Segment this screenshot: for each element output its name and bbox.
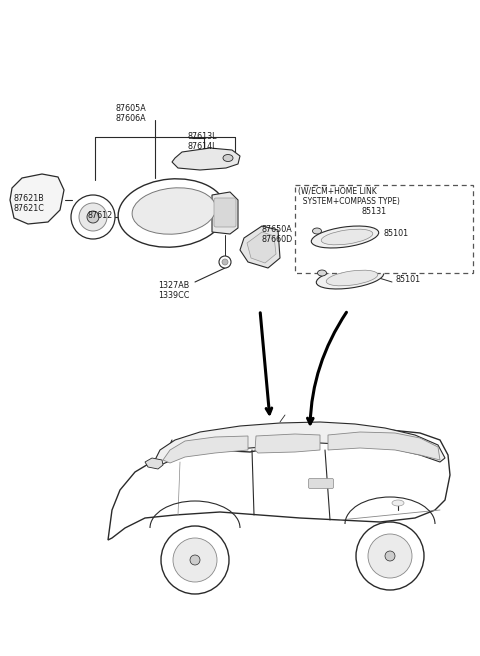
Text: 87612: 87612 — [88, 211, 113, 220]
Ellipse shape — [321, 229, 373, 245]
Polygon shape — [172, 148, 240, 170]
Ellipse shape — [312, 226, 379, 248]
Text: 85131: 85131 — [362, 207, 387, 216]
Ellipse shape — [132, 188, 216, 234]
Circle shape — [79, 203, 107, 231]
Ellipse shape — [392, 500, 404, 506]
Text: 87621B
87621C: 87621B 87621C — [14, 194, 45, 213]
Polygon shape — [240, 226, 280, 268]
Circle shape — [385, 551, 395, 561]
Polygon shape — [145, 458, 163, 469]
Circle shape — [173, 538, 217, 582]
Ellipse shape — [317, 270, 326, 276]
Text: 85101: 85101 — [395, 274, 420, 283]
Circle shape — [87, 211, 99, 223]
Polygon shape — [163, 436, 248, 463]
Circle shape — [368, 534, 412, 578]
Polygon shape — [212, 192, 238, 234]
FancyBboxPatch shape — [309, 478, 334, 489]
Text: 87613L
87614L: 87613L 87614L — [188, 132, 217, 152]
Circle shape — [71, 195, 115, 239]
Text: 85101: 85101 — [383, 230, 408, 239]
Text: 1327AB
1339CC: 1327AB 1339CC — [158, 281, 190, 300]
Ellipse shape — [316, 267, 384, 289]
Text: 87605A
87606A: 87605A 87606A — [115, 104, 146, 123]
Circle shape — [356, 522, 424, 590]
Polygon shape — [155, 422, 445, 468]
Bar — [295, 185, 473, 273]
Text: (W/ECM+HOME LINK
  SYSTEM+COMPASS TYPE): (W/ECM+HOME LINK SYSTEM+COMPASS TYPE) — [298, 187, 400, 207]
Circle shape — [219, 256, 231, 268]
FancyBboxPatch shape — [214, 198, 236, 227]
Ellipse shape — [326, 270, 378, 286]
Polygon shape — [328, 432, 440, 460]
Polygon shape — [255, 434, 320, 453]
Circle shape — [222, 259, 228, 265]
Text: 87650A
87660D: 87650A 87660D — [262, 225, 293, 245]
Ellipse shape — [312, 228, 322, 234]
Circle shape — [190, 555, 200, 565]
Polygon shape — [10, 174, 64, 224]
Ellipse shape — [223, 155, 233, 161]
Circle shape — [161, 526, 229, 594]
Polygon shape — [247, 232, 276, 263]
Polygon shape — [108, 430, 450, 540]
Ellipse shape — [118, 179, 226, 247]
